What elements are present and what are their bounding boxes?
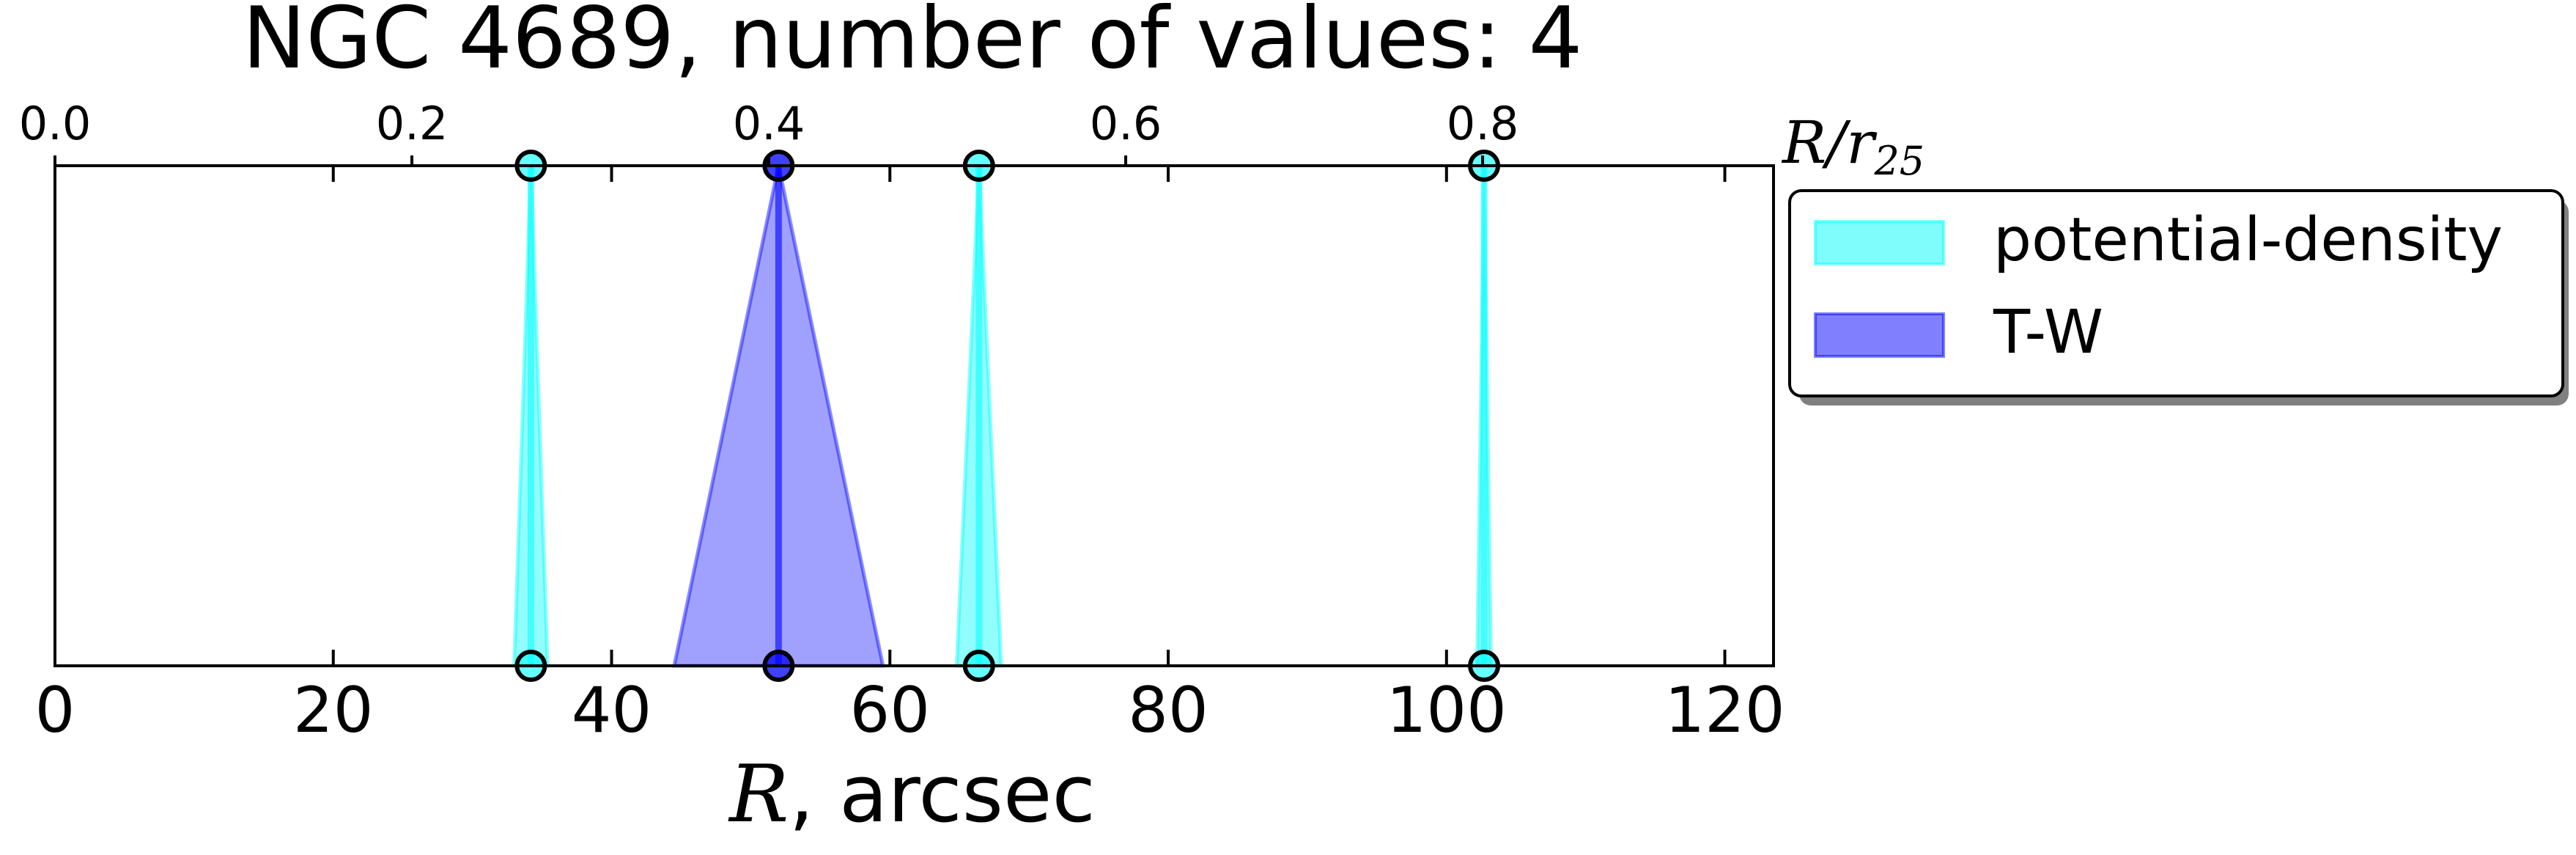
bottom-axis: 0 20 40 60 80 100 120 bbox=[35, 166, 1785, 747]
x2-tick-label-1: 0.2 bbox=[376, 97, 449, 150]
x-tick-label-2: 40 bbox=[572, 674, 652, 747]
x2-tick-label-2: 0.4 bbox=[733, 97, 805, 150]
x-tick-label-5: 100 bbox=[1387, 674, 1507, 747]
x-tick-label-1: 20 bbox=[293, 674, 373, 747]
x-axis-label: R, arcsec bbox=[728, 749, 1096, 840]
legend-box bbox=[1788, 189, 2564, 397]
x-axis-label-symbol: R bbox=[728, 749, 789, 840]
chart-title: NGC 4689, number of values: 4 bbox=[243, 0, 1583, 88]
legend-swatch-t-w bbox=[1814, 312, 1945, 358]
x-tick-label-3: 60 bbox=[850, 674, 930, 747]
legend-swatch-potential-density bbox=[1814, 220, 1945, 265]
legend-label-t-w: T-W bbox=[1993, 298, 2103, 367]
plot-frame-border bbox=[53, 164, 1775, 667]
x2-tick-label-0: 0.0 bbox=[19, 97, 92, 150]
top-axis-label-symbol: R/r bbox=[1781, 109, 1878, 177]
top-axis: 0.0 0.2 0.4 0.6 0.8 bbox=[19, 97, 1519, 166]
legend-label-potential-density: potential-density bbox=[1993, 205, 2503, 275]
plot-frame bbox=[53, 164, 1775, 667]
x2-tick-label-4: 0.8 bbox=[1447, 97, 1519, 150]
x2-tick-label-3: 0.6 bbox=[1090, 97, 1162, 150]
legend: potential-density T-W bbox=[1788, 189, 2569, 406]
x-axis-label-unit: , arcsec bbox=[789, 749, 1095, 840]
top-axis-label-subscript: 25 bbox=[1873, 138, 1924, 184]
top-axis-label: R/r25 bbox=[1781, 109, 1924, 184]
x-tick-label-6: 120 bbox=[1664, 674, 1785, 747]
x-tick-label-0: 0 bbox=[35, 674, 75, 747]
x-tick-label-4: 80 bbox=[1128, 674, 1208, 747]
